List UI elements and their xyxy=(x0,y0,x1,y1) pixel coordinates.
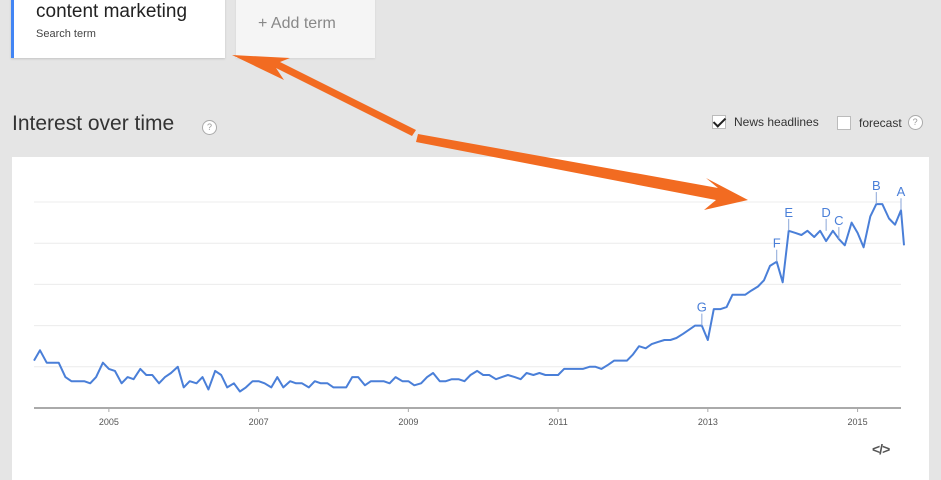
news-annotation-marker[interactable]: G xyxy=(697,300,707,315)
news-annotation-marker[interactable]: F xyxy=(773,236,781,251)
series-line xyxy=(33,203,905,393)
news-headlines-checkbox[interactable] xyxy=(712,115,726,129)
chart-annotations: G F E DC B A xyxy=(697,178,906,326)
forecast-label: forecast xyxy=(859,115,902,130)
add-term-label: + Add term xyxy=(258,15,336,32)
news-annotation-marker[interactable]: A xyxy=(897,184,906,199)
news-annotation-marker[interactable]: D xyxy=(821,205,830,220)
search-term-card[interactable]: content marketing Search term xyxy=(11,0,225,58)
x-tick-label: 2005 xyxy=(99,417,119,427)
arrow-pointing-to-search-term-icon xyxy=(232,55,416,136)
forecast-help-icon[interactable]: ? xyxy=(907,115,923,130)
news-annotation-marker[interactable]: C xyxy=(834,213,843,228)
interest-over-time-chart: 2005 2007 2009 2011 2013 2015 G F E DC B A xyxy=(33,178,906,427)
x-tick-label: 2013 xyxy=(698,417,718,427)
news-headlines-label: News headlines xyxy=(734,115,819,129)
help-icon[interactable]: ? xyxy=(202,120,217,135)
forecast-toggle[interactable]: forecast ? xyxy=(837,115,923,130)
chart-series xyxy=(33,203,905,393)
add-term-button[interactable]: + Add term xyxy=(236,0,375,58)
section-title: Interest over time xyxy=(12,112,175,135)
news-headlines-toggle[interactable]: News headlines xyxy=(712,115,819,129)
search-term-name[interactable]: content marketing xyxy=(36,1,188,22)
x-tick-label: 2009 xyxy=(398,417,418,427)
search-term-sublabel: Search term xyxy=(36,28,96,40)
news-annotation-marker[interactable]: E xyxy=(784,205,793,220)
chart-x-ticks: 2005 2007 2009 2011 2013 2015 xyxy=(99,408,868,427)
embed-code-icon[interactable]: </> xyxy=(872,441,890,457)
x-tick-label: 2011 xyxy=(548,417,567,427)
x-tick-label: 2015 xyxy=(848,417,868,427)
news-annotation-marker[interactable]: B xyxy=(872,178,881,193)
forecast-checkbox[interactable] xyxy=(837,115,851,130)
x-tick-label: 2007 xyxy=(249,417,269,427)
